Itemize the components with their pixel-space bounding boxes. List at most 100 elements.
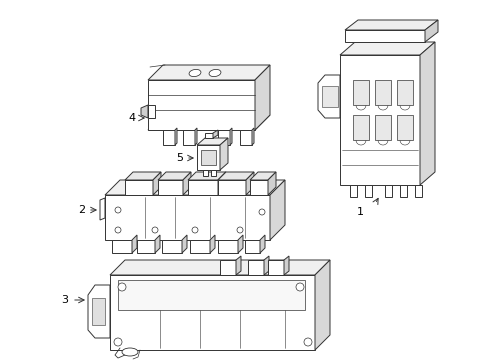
Polygon shape bbox=[125, 172, 161, 180]
Polygon shape bbox=[420, 42, 435, 185]
Polygon shape bbox=[105, 195, 270, 240]
Polygon shape bbox=[197, 145, 220, 170]
Circle shape bbox=[378, 135, 388, 145]
Ellipse shape bbox=[209, 69, 221, 77]
Polygon shape bbox=[148, 105, 155, 118]
Polygon shape bbox=[118, 280, 305, 310]
Ellipse shape bbox=[122, 348, 138, 356]
Polygon shape bbox=[148, 80, 255, 130]
Polygon shape bbox=[415, 185, 422, 197]
Polygon shape bbox=[201, 150, 216, 165]
Polygon shape bbox=[100, 198, 105, 220]
Polygon shape bbox=[238, 235, 243, 253]
Circle shape bbox=[118, 283, 126, 291]
Polygon shape bbox=[284, 256, 289, 275]
Polygon shape bbox=[163, 130, 175, 145]
Polygon shape bbox=[125, 180, 153, 195]
Text: 5: 5 bbox=[176, 153, 183, 163]
Polygon shape bbox=[400, 185, 407, 197]
Polygon shape bbox=[205, 133, 213, 138]
Circle shape bbox=[115, 227, 121, 233]
Polygon shape bbox=[270, 180, 285, 240]
Circle shape bbox=[114, 338, 122, 346]
Polygon shape bbox=[110, 275, 315, 350]
Circle shape bbox=[378, 100, 388, 110]
Polygon shape bbox=[260, 235, 265, 253]
Circle shape bbox=[237, 227, 243, 233]
Polygon shape bbox=[188, 180, 218, 195]
Polygon shape bbox=[158, 172, 191, 180]
Polygon shape bbox=[197, 138, 228, 145]
Polygon shape bbox=[218, 172, 226, 195]
Polygon shape bbox=[183, 172, 191, 195]
Text: 2: 2 bbox=[78, 205, 85, 215]
Polygon shape bbox=[353, 80, 369, 105]
Polygon shape bbox=[250, 180, 268, 195]
Polygon shape bbox=[210, 235, 215, 253]
Polygon shape bbox=[203, 170, 208, 176]
Polygon shape bbox=[148, 115, 270, 130]
Polygon shape bbox=[385, 185, 392, 197]
Polygon shape bbox=[153, 172, 161, 195]
Polygon shape bbox=[245, 240, 260, 253]
Polygon shape bbox=[322, 86, 338, 107]
Polygon shape bbox=[162, 240, 182, 253]
Polygon shape bbox=[137, 240, 155, 253]
Polygon shape bbox=[264, 256, 269, 275]
Polygon shape bbox=[220, 260, 236, 275]
Polygon shape bbox=[141, 105, 148, 118]
Polygon shape bbox=[240, 130, 252, 145]
Polygon shape bbox=[375, 115, 391, 140]
Polygon shape bbox=[315, 260, 330, 350]
Circle shape bbox=[115, 207, 121, 213]
Polygon shape bbox=[397, 115, 413, 140]
Polygon shape bbox=[183, 130, 195, 145]
Polygon shape bbox=[397, 80, 413, 105]
Polygon shape bbox=[188, 172, 226, 180]
Polygon shape bbox=[255, 65, 270, 130]
Polygon shape bbox=[132, 235, 137, 253]
Polygon shape bbox=[190, 240, 210, 253]
Polygon shape bbox=[218, 180, 246, 195]
Polygon shape bbox=[211, 170, 216, 176]
Polygon shape bbox=[248, 260, 264, 275]
Polygon shape bbox=[112, 240, 132, 253]
Polygon shape bbox=[155, 235, 160, 253]
Polygon shape bbox=[218, 240, 238, 253]
Text: 1: 1 bbox=[357, 207, 364, 217]
Polygon shape bbox=[195, 128, 197, 145]
Circle shape bbox=[192, 227, 198, 233]
Polygon shape bbox=[353, 115, 369, 140]
Polygon shape bbox=[218, 172, 254, 180]
Polygon shape bbox=[345, 30, 425, 42]
Ellipse shape bbox=[189, 69, 201, 77]
Polygon shape bbox=[88, 285, 110, 338]
Polygon shape bbox=[350, 185, 357, 197]
Circle shape bbox=[304, 338, 312, 346]
Polygon shape bbox=[252, 128, 254, 145]
Polygon shape bbox=[345, 20, 438, 30]
Circle shape bbox=[356, 100, 366, 110]
Text: 4: 4 bbox=[129, 113, 136, 123]
Polygon shape bbox=[220, 138, 228, 170]
Polygon shape bbox=[250, 172, 276, 180]
Polygon shape bbox=[268, 260, 284, 275]
Polygon shape bbox=[425, 20, 438, 42]
Polygon shape bbox=[375, 80, 391, 105]
Polygon shape bbox=[158, 180, 183, 195]
Polygon shape bbox=[318, 75, 340, 118]
Polygon shape bbox=[105, 180, 285, 195]
Polygon shape bbox=[110, 260, 330, 275]
Polygon shape bbox=[365, 185, 372, 197]
Polygon shape bbox=[340, 55, 420, 185]
Circle shape bbox=[400, 135, 410, 145]
Polygon shape bbox=[182, 235, 187, 253]
Polygon shape bbox=[236, 256, 241, 275]
Polygon shape bbox=[230, 128, 232, 145]
Polygon shape bbox=[175, 128, 177, 145]
Polygon shape bbox=[218, 130, 230, 145]
Circle shape bbox=[400, 100, 410, 110]
Circle shape bbox=[152, 227, 158, 233]
Circle shape bbox=[356, 135, 366, 145]
Polygon shape bbox=[148, 65, 270, 80]
